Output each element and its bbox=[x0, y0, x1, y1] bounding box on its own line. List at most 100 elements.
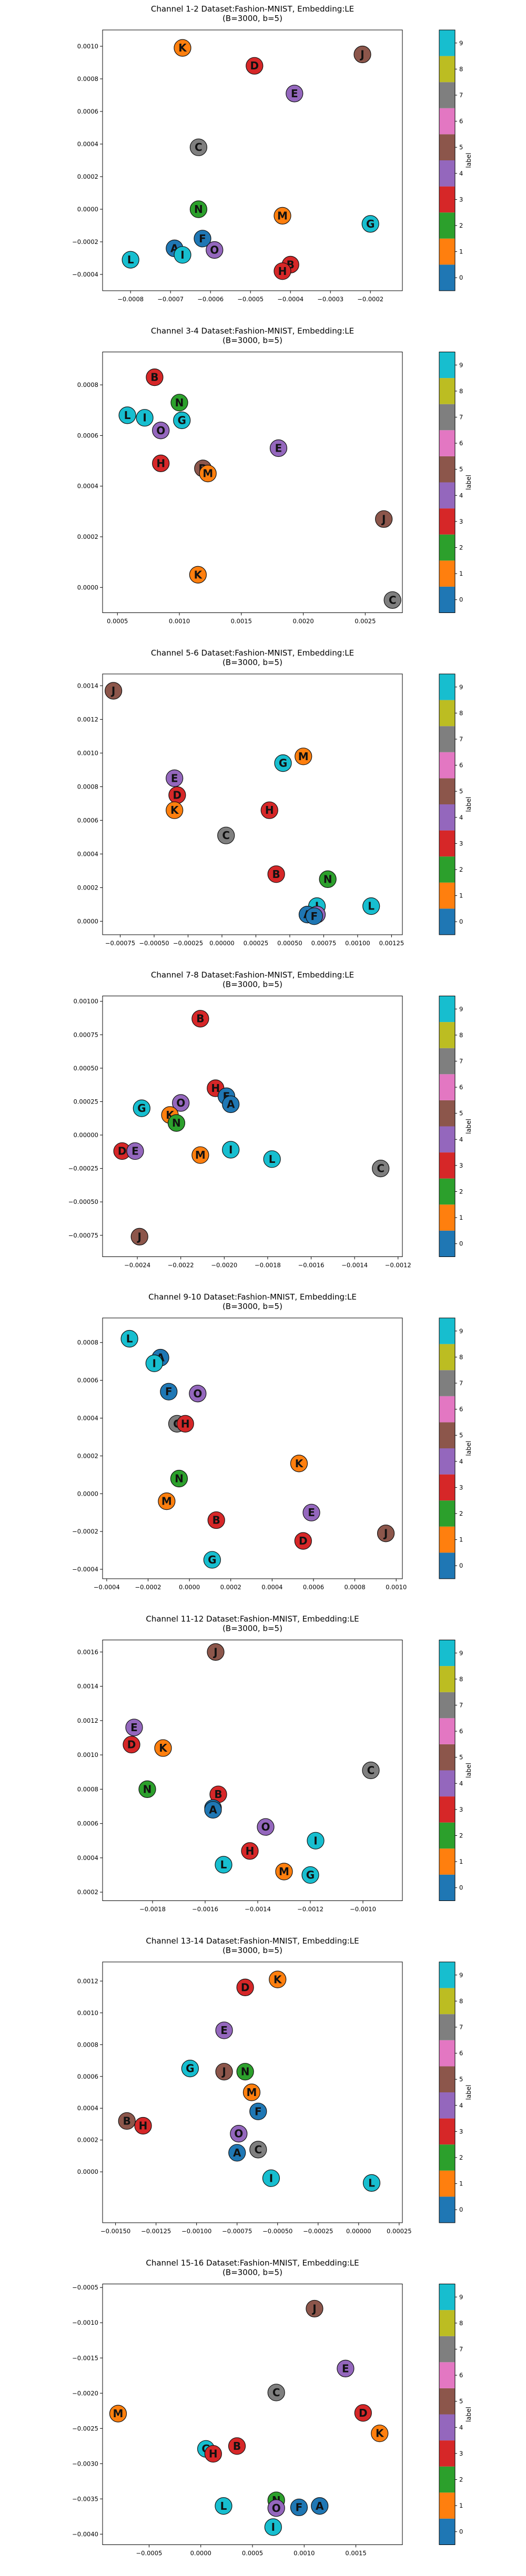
colorbar-label: label bbox=[465, 1119, 472, 1134]
point-marker bbox=[290, 2498, 308, 2517]
point-marker bbox=[267, 2499, 285, 2517]
colorbar-segment bbox=[439, 1988, 455, 2015]
colorbar-segment bbox=[439, 1526, 455, 1553]
point-marker bbox=[215, 1856, 232, 1874]
point-label: N bbox=[194, 203, 203, 216]
colorbar-frame bbox=[439, 1961, 456, 2223]
point-label: N bbox=[172, 1117, 181, 1129]
point-marker bbox=[249, 2102, 267, 2120]
data-point-H: H bbox=[176, 1415, 194, 1433]
colorbar-frame bbox=[439, 29, 456, 291]
colorbar-tick-label: 8 bbox=[459, 2319, 463, 2327]
point-label: C bbox=[367, 1764, 375, 1777]
point-label: E bbox=[220, 2024, 228, 2037]
data-point-O: O bbox=[152, 422, 170, 439]
chart-panel-6: Channel 11-12 Dataset:Fashion-MNIST, Emb… bbox=[77, 1614, 472, 1913]
data-point-F: F bbox=[194, 230, 211, 248]
colorbar-segment bbox=[439, 2014, 455, 2040]
x-tick-label: −0.0018 bbox=[255, 1262, 281, 1269]
chart-panel-5: Channel 9-10 Dataset:Fashion-MNIST, Embe… bbox=[72, 1292, 472, 1591]
point-marker bbox=[172, 1094, 190, 1112]
point-marker bbox=[242, 2083, 261, 2101]
point-label: L bbox=[127, 253, 134, 266]
point-marker bbox=[306, 2299, 323, 2318]
data-point-N: N bbox=[170, 394, 188, 412]
colorbar-tick-label: 9 bbox=[459, 2293, 463, 2301]
y-tick-label: 0.0000 bbox=[77, 584, 98, 591]
colorbar-segment bbox=[439, 238, 455, 265]
point-label: K bbox=[295, 1457, 304, 1470]
data-point-L: L bbox=[362, 2174, 381, 2192]
plot-area bbox=[102, 996, 403, 1257]
y-tick-label: 0.00050 bbox=[73, 1065, 98, 1072]
point-marker bbox=[152, 454, 170, 472]
y-tick-label: 0.0004 bbox=[77, 483, 98, 490]
colorbar-segment bbox=[439, 456, 455, 483]
y-tick-label: 0.0010 bbox=[77, 2009, 98, 2017]
y-tick-label: 0.0014 bbox=[77, 1683, 98, 1690]
point-marker bbox=[362, 897, 380, 915]
colorbar-segment bbox=[439, 882, 455, 909]
data-point-O: O bbox=[257, 1818, 275, 1836]
data-point-M: M bbox=[242, 2083, 261, 2101]
point-label: H bbox=[211, 1082, 220, 1095]
colorbar-tick-label: 7 bbox=[459, 1058, 463, 1065]
chart-panel-1: Channel 1-2 Dataset:Fashion-MNIST, Embed… bbox=[72, 4, 472, 303]
chart-title: Channel 9-10 Dataset:Fashion-MNIST, Embe… bbox=[148, 1292, 357, 1302]
point-label: H bbox=[278, 265, 287, 278]
colorbar-tick-label: 6 bbox=[459, 1406, 463, 1413]
colorbar-tick-label: 6 bbox=[459, 2371, 463, 2379]
colorbar: 0 1 2 3 4 5 6 7 8 9 label bbox=[439, 29, 472, 291]
point-marker bbox=[173, 411, 191, 430]
point-label: E bbox=[171, 772, 178, 784]
x-tick-label: −0.00125 bbox=[141, 2227, 171, 2235]
colorbar-segment bbox=[439, 378, 455, 404]
y-tick-label: 0.0000 bbox=[77, 1490, 98, 1497]
colorbar-tick-label: 3 bbox=[459, 2128, 463, 2135]
data-point-J: J bbox=[105, 682, 123, 700]
colorbar-label: label bbox=[465, 475, 472, 490]
point-marker bbox=[217, 826, 235, 844]
point-label: G bbox=[178, 414, 186, 427]
colorbar-tick-label: 0 bbox=[459, 2206, 463, 2213]
point-marker bbox=[191, 1010, 209, 1028]
data-point-G: G bbox=[301, 1866, 319, 1884]
point-marker bbox=[260, 801, 278, 819]
point-marker bbox=[133, 1099, 150, 1117]
data-point-K: K bbox=[371, 2425, 389, 2442]
point-marker bbox=[122, 251, 139, 269]
colorbar-segment bbox=[439, 82, 455, 108]
point-marker bbox=[302, 1504, 320, 1521]
data-point-N: N bbox=[236, 2063, 254, 2081]
data-point-E: E bbox=[215, 2021, 233, 2039]
point-label: G bbox=[306, 1869, 315, 1882]
point-label: D bbox=[299, 1535, 308, 1547]
data-point-B: B bbox=[228, 2437, 246, 2455]
point-marker bbox=[294, 1532, 312, 1550]
chart-subtitle: (B=3000, b=5) bbox=[222, 14, 282, 23]
x-tick-label: 0.00075 bbox=[311, 939, 337, 947]
colorbar-segment bbox=[439, 30, 455, 56]
colorbar-segment bbox=[439, 508, 455, 535]
colorbar-tick-label: 5 bbox=[459, 144, 463, 151]
point-label: H bbox=[156, 457, 165, 469]
point-marker bbox=[109, 2405, 127, 2422]
y-tick-label: 0.0008 bbox=[77, 783, 98, 790]
point-label: F bbox=[311, 910, 318, 923]
point-label: D bbox=[173, 789, 182, 801]
data-point-C: C bbox=[362, 1761, 380, 1780]
point-marker bbox=[134, 2117, 152, 2135]
y-tick-label: 0.0008 bbox=[77, 1785, 98, 1793]
point-marker bbox=[189, 1385, 207, 1403]
point-marker bbox=[118, 2112, 136, 2130]
chart-panel-8: Channel 15-16 Dataset:Fashion-MNIST, Emb… bbox=[72, 2258, 472, 2557]
plot-area bbox=[102, 673, 403, 935]
point-marker bbox=[236, 2063, 254, 2081]
x-tick-label: −0.00100 bbox=[181, 2227, 211, 2235]
data-point-C: C bbox=[249, 2141, 267, 2159]
point-label: J bbox=[221, 2066, 226, 2078]
colorbar-segment bbox=[439, 186, 455, 213]
point-label: C bbox=[254, 2143, 262, 2156]
colorbar-tick-label: 4 bbox=[459, 1780, 463, 1787]
data-point-J: J bbox=[207, 1643, 225, 1661]
